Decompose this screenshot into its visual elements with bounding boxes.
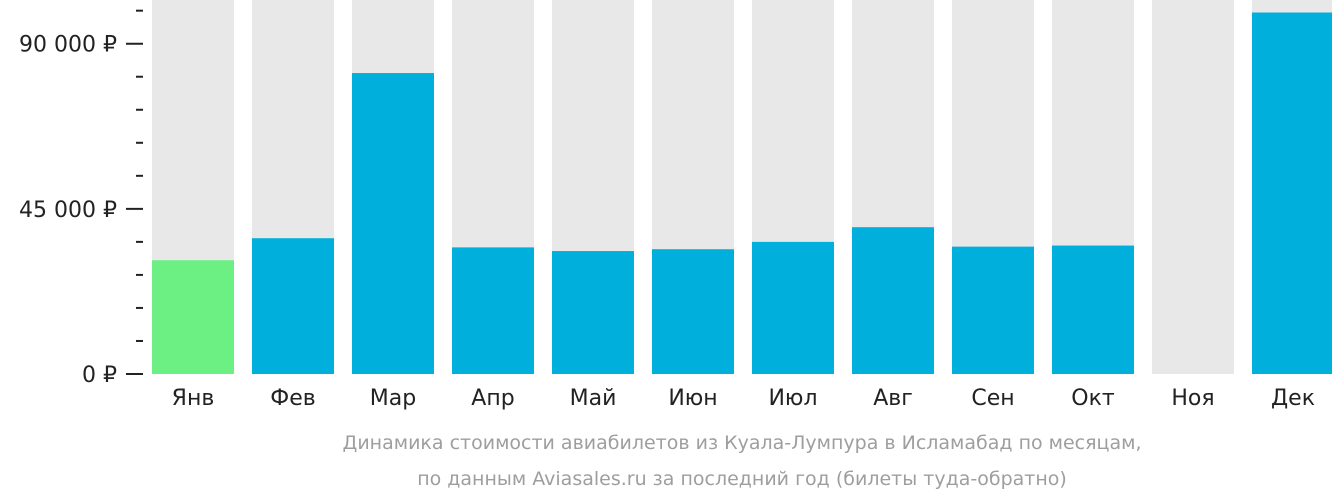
x-tick-label-5: Май (570, 386, 617, 411)
x-tick-label-9: Сен (971, 386, 1014, 411)
chart-caption-line-1: Динамика стоимости авиабилетов из Куала-… (342, 432, 1142, 454)
bar-7[interactable] (752, 241, 834, 374)
bar-8[interactable] (852, 227, 934, 374)
x-tick-label-10: Окт (1071, 386, 1115, 411)
x-tick-label-4: Апр (471, 386, 514, 411)
bar-9[interactable] (952, 246, 1034, 374)
y-tick-label-2: 45 000 ₽ (19, 198, 117, 223)
x-tick-label-11: Ноя (1171, 386, 1214, 411)
x-tick-label-8: Авг (873, 386, 913, 411)
bar-2[interactable] (252, 238, 334, 374)
bar-3[interactable] (352, 73, 434, 374)
x-tick-label-3: Мар (370, 386, 416, 411)
bar-1[interactable] (152, 260, 234, 374)
chart-caption-line-2: по данным Aviasales.ru за последний год … (417, 468, 1067, 490)
bar-5[interactable] (552, 251, 634, 374)
y-tick-label-3: 90 000 ₽ (19, 33, 117, 58)
x-tick-label-7: Июл (768, 386, 817, 411)
y-tick-label-1: 0 ₽ (82, 363, 117, 388)
x-tick-label-12: Дек (1271, 386, 1315, 411)
bar-background-11 (1152, 0, 1234, 374)
x-tick-label-2: Фев (270, 386, 315, 411)
bar-10[interactable] (1052, 245, 1134, 374)
bar-4[interactable] (452, 247, 534, 374)
x-tick-label-1: Янв (172, 386, 215, 411)
bar-12[interactable] (1252, 12, 1332, 374)
bar-6[interactable] (652, 249, 734, 374)
price-chart: Янв Фев Мар Апр Май Июн Июл Авг Сен Окт Ноя Дек 0 ₽ 4… (19, 0, 1332, 411)
x-tick-label-6: Июн (668, 386, 717, 411)
